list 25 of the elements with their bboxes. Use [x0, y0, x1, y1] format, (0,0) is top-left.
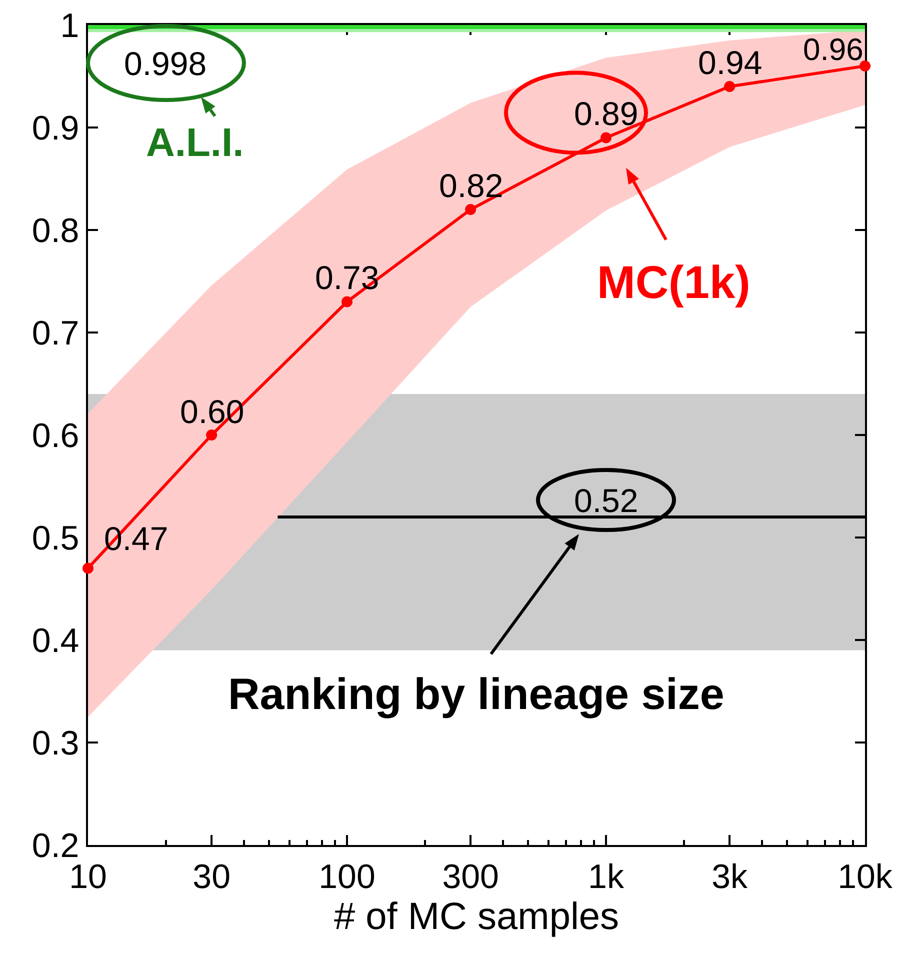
data-label: 0.82: [439, 167, 504, 204]
data-label: 0.94: [698, 44, 762, 81]
y-tick-label: 0.5: [32, 519, 80, 558]
y-tick-label: 0.6: [32, 416, 80, 455]
data-label: 0.73: [315, 259, 380, 296]
y-tick-label: 0.9: [32, 109, 80, 148]
x-tick-label: 300: [442, 858, 499, 896]
x-tick-label: 1k: [588, 858, 625, 896]
data-label: 0.96: [803, 32, 864, 67]
x-tick-label: 100: [318, 858, 376, 896]
x-tick-label: 10k: [838, 858, 894, 896]
data-label: 0.89: [574, 95, 638, 132]
x-axis-title: # of MC samples: [334, 896, 620, 938]
annotation: A.L.I.: [146, 121, 244, 165]
annotation: MC(1k): [597, 256, 750, 308]
y-tick-label: 0.3: [32, 724, 80, 762]
annotation: 0.998: [124, 45, 207, 82]
annotation: 0.52: [574, 482, 638, 519]
y-tick-label: 0.7: [32, 314, 80, 352]
y-tick-label: 0.8: [32, 212, 80, 250]
x-tick-label: 3k: [712, 858, 749, 896]
annotation: Ranking by lineage size: [228, 670, 724, 719]
y-tick-label: 1: [60, 6, 80, 45]
x-tick-label: 30: [192, 858, 230, 896]
y-tick-label: 0.4: [32, 622, 80, 660]
